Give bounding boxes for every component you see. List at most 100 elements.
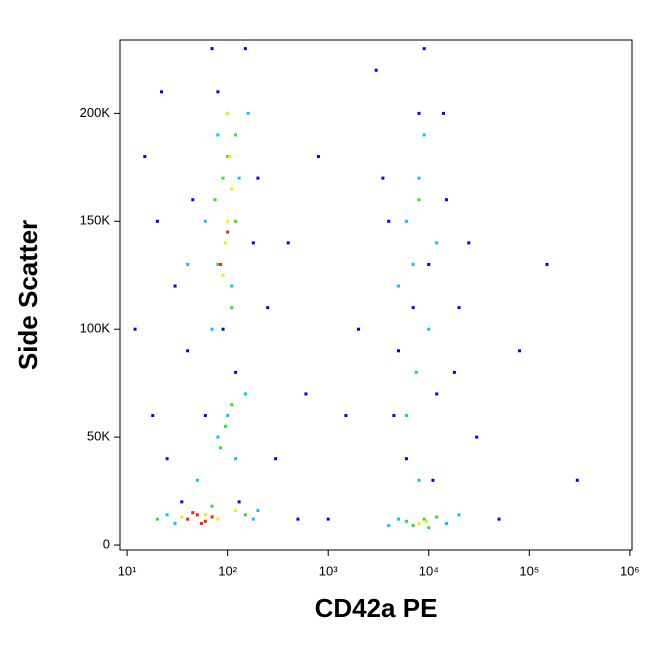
- point: [396, 349, 400, 353]
- point: [219, 262, 223, 266]
- point: [417, 176, 421, 180]
- point: [203, 414, 207, 418]
- point: [411, 262, 415, 266]
- point: [381, 176, 385, 180]
- point: [230, 403, 234, 407]
- point: [234, 219, 238, 223]
- point: [457, 306, 461, 310]
- point: [444, 521, 448, 525]
- point: [411, 524, 415, 528]
- x-tick-label: 10⁶: [620, 563, 640, 578]
- point: [304, 392, 308, 396]
- y-tick-label: 150K: [80, 213, 111, 228]
- point: [457, 513, 461, 517]
- point: [173, 284, 177, 288]
- point: [475, 435, 479, 439]
- point: [266, 306, 270, 310]
- y-axis-label: Side Scatter: [13, 220, 43, 370]
- point: [575, 478, 579, 482]
- point: [234, 509, 238, 513]
- point: [191, 198, 195, 202]
- point: [435, 392, 439, 396]
- point: [237, 176, 241, 180]
- point: [234, 457, 238, 461]
- point: [427, 327, 431, 331]
- x-tick-label: 10²: [218, 563, 237, 578]
- point: [203, 519, 207, 523]
- point: [237, 500, 241, 504]
- point: [230, 306, 234, 310]
- point: [133, 327, 137, 331]
- point: [417, 478, 421, 482]
- point: [274, 457, 278, 461]
- point: [155, 219, 159, 223]
- point: [200, 521, 204, 525]
- point: [186, 262, 190, 266]
- y-tick-label: 50K: [87, 429, 110, 444]
- point: [203, 513, 207, 517]
- point: [414, 370, 418, 374]
- point: [452, 370, 456, 374]
- point: [210, 47, 214, 51]
- point: [427, 262, 431, 266]
- y-tick-label: 100K: [80, 321, 111, 336]
- point: [151, 414, 155, 418]
- point: [243, 513, 247, 517]
- point: [186, 517, 190, 521]
- point: [497, 517, 501, 521]
- point: [545, 262, 549, 266]
- point: [467, 241, 471, 245]
- point: [216, 262, 220, 266]
- point: [223, 424, 227, 428]
- point: [417, 198, 421, 202]
- point: [444, 198, 448, 202]
- point: [435, 241, 439, 245]
- point: [216, 90, 220, 94]
- point: [191, 511, 195, 515]
- point: [216, 517, 220, 521]
- point: [425, 519, 429, 523]
- point: [404, 414, 408, 418]
- point: [256, 509, 260, 513]
- point: [431, 478, 435, 482]
- point: [165, 457, 169, 461]
- point: [226, 111, 230, 115]
- y-tick-label: 200K: [80, 105, 111, 120]
- point: [230, 187, 234, 191]
- point: [404, 519, 408, 523]
- point: [143, 155, 147, 159]
- point: [226, 155, 230, 159]
- point: [221, 273, 225, 277]
- point: [230, 284, 234, 288]
- plot-frame: [119, 39, 633, 551]
- point: [216, 133, 220, 137]
- x-tick-label: 10³: [319, 563, 338, 578]
- point: [422, 47, 426, 51]
- point: [160, 90, 164, 94]
- x-axis-label: CD42a PE: [315, 593, 438, 623]
- point: [417, 521, 421, 525]
- point: [356, 327, 360, 331]
- point: [210, 504, 214, 508]
- point: [243, 392, 247, 396]
- point: [392, 414, 396, 418]
- x-tick-label: 10¹: [118, 563, 137, 578]
- point: [234, 370, 238, 374]
- point: [435, 515, 439, 519]
- point: [251, 517, 255, 521]
- point: [286, 241, 290, 245]
- point: [216, 435, 220, 439]
- point: [396, 284, 400, 288]
- point: [210, 515, 214, 519]
- point: [417, 111, 421, 115]
- point: [213, 198, 217, 202]
- point: [221, 176, 225, 180]
- point: [387, 219, 391, 223]
- point: [404, 457, 408, 461]
- point: [221, 327, 225, 331]
- point: [226, 230, 230, 234]
- point: [251, 241, 255, 245]
- y-tick-label: 0: [103, 536, 110, 551]
- point: [226, 219, 230, 223]
- point: [387, 524, 391, 528]
